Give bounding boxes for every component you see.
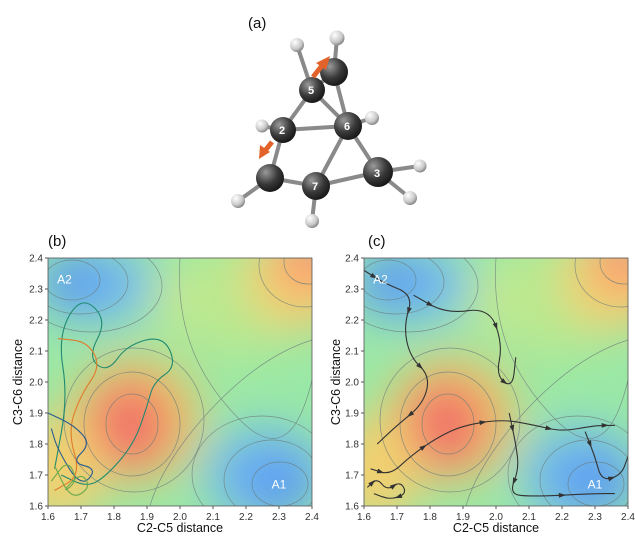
x-tick-label: 2.4	[621, 512, 635, 523]
trajectory-line	[370, 420, 615, 474]
x-axis-title-c: C2-C5 distance	[453, 521, 539, 535]
trajectory-arrowhead	[376, 468, 385, 474]
x-tick-label: 1.9	[456, 512, 470, 523]
energy-surface-c	[364, 258, 628, 506]
molecule-panel: (a)	[231, 15, 427, 228]
x-tick-label: 1.9	[140, 512, 154, 523]
trajectory-arrowhead	[419, 444, 427, 451]
panel-label-c: (c)	[368, 233, 386, 250]
region-label-a1: A1	[588, 477, 603, 491]
x-tick-label: 2.3	[272, 512, 286, 523]
trajectory-arrowhead	[586, 440, 592, 448]
trajectory-arrowhead	[368, 480, 376, 487]
trajectory-arrowhead	[545, 425, 553, 431]
atom-label-7: 7	[312, 181, 318, 193]
atom-label-6: 6	[344, 121, 350, 133]
trajectory-line	[364, 269, 429, 445]
trajectory-arrowhead	[426, 300, 434, 307]
trajectory-arrowhead	[407, 410, 415, 418]
panel-label-b: (b)	[48, 233, 66, 250]
trajectory-line	[54, 302, 174, 485]
x-tick-label: 1.6	[41, 512, 55, 523]
x-tick-label: 2.2	[555, 512, 569, 523]
x-axis-title-b: C2-C5 distance	[137, 521, 223, 535]
atom-number-labels: 5 2 6 7 3	[279, 85, 380, 193]
region-label-a2: A2	[373, 273, 388, 287]
ticks-b: 1.6 1.7 1.8 1.9 2.0 2.1 2.2 2.3 2.4 1.6 1.7 1.8 1.9 2…	[29, 254, 319, 524]
y-tick-label: 1.7	[345, 471, 359, 482]
ticks-c: 1.6 1.7 1.8 1.9 2.0 2.1 2.2 2.3 2.4 1.6 1.7 1.8 1.9 2…	[345, 254, 635, 524]
x-tick-label: 1.6	[357, 512, 371, 523]
trajectory-arrowhead	[558, 492, 566, 498]
x-tick-label: 2.0	[489, 512, 503, 523]
trajectory-arrowhead	[389, 483, 397, 490]
x-tick-label: 2.2	[239, 512, 253, 523]
y-tick-label: 2.4	[29, 254, 43, 265]
atom-label-5: 5	[308, 85, 314, 97]
y-tick-label: 2.2	[29, 316, 43, 327]
y-tick-label: 2.3	[29, 285, 43, 296]
x-tick-label: 2.4	[305, 512, 319, 523]
trajectory-arrowhead	[492, 322, 498, 330]
y-tick-label: 2.2	[345, 316, 359, 327]
y-tick-label: 1.6	[29, 502, 43, 513]
x-tick-label: 1.8	[107, 512, 121, 523]
y-tick-label: 2.4	[345, 254, 359, 265]
trajectory-arrowhead	[394, 493, 403, 499]
y-tick-label: 1.8	[29, 440, 43, 451]
x-tick-label: 1.8	[423, 512, 437, 523]
y-tick-label: 1.9	[345, 409, 359, 420]
trajectories-b	[48, 302, 174, 496]
contour-lines-b	[48, 258, 312, 506]
trajectory-arrowhead	[607, 476, 616, 482]
y-tick-label: 1.9	[29, 409, 43, 420]
y-tick-label: 1.7	[29, 471, 43, 482]
trajectory-arrowhead	[601, 423, 609, 428]
x-tick-label: 2.0	[173, 512, 187, 523]
x-tick-label: 2.3	[588, 512, 602, 523]
y-tick-label: 2.1	[345, 347, 359, 358]
y-tick-label: 2.0	[345, 378, 359, 389]
trajectory-arrowhead	[509, 424, 515, 433]
x-tick-label: 2.1	[522, 512, 536, 523]
atom-label-3: 3	[374, 168, 380, 180]
trajectory-arrowhead	[479, 420, 487, 426]
y-tick-label: 2.3	[345, 285, 359, 296]
region-label-a2: A2	[57, 273, 72, 287]
trajectory-line	[48, 412, 93, 482]
panel-b: (b)	[11, 233, 319, 535]
trajectory-line	[584, 431, 628, 480]
atom-label-2: 2	[279, 125, 285, 137]
hydrogen-atoms	[231, 30, 427, 228]
trajectory-arrowhead	[512, 477, 518, 485]
panel-label-a: (a)	[248, 15, 266, 32]
x-tick-label: 1.7	[74, 512, 88, 523]
x-tick-label: 2.1	[206, 512, 220, 523]
y-axis-title-b: C3-C6 distance	[11, 339, 25, 425]
displacement-arrows	[259, 56, 330, 159]
y-tick-label: 2.0	[29, 378, 43, 389]
carbon-atoms	[256, 58, 393, 200]
y-tick-label: 1.6	[345, 502, 359, 513]
y-tick-label: 1.8	[345, 440, 359, 451]
trajectory-arrowhead	[500, 378, 508, 385]
trajectory-line	[54, 338, 98, 491]
trajectories-c	[364, 269, 628, 499]
trajectory-line	[50, 464, 89, 496]
trajectory-arrowhead	[369, 272, 378, 279]
panel-c: (c)	[329, 233, 635, 535]
y-tick-label: 2.1	[29, 347, 43, 358]
y-axis-title-c: C3-C6 distance	[329, 339, 343, 425]
x-tick-label: 1.7	[390, 512, 404, 523]
energy-surface-b	[48, 258, 312, 506]
trajectory-arrowhead	[416, 362, 424, 370]
region-label-a1: A1	[272, 477, 287, 491]
trajectory-arrowhead	[407, 306, 412, 315]
